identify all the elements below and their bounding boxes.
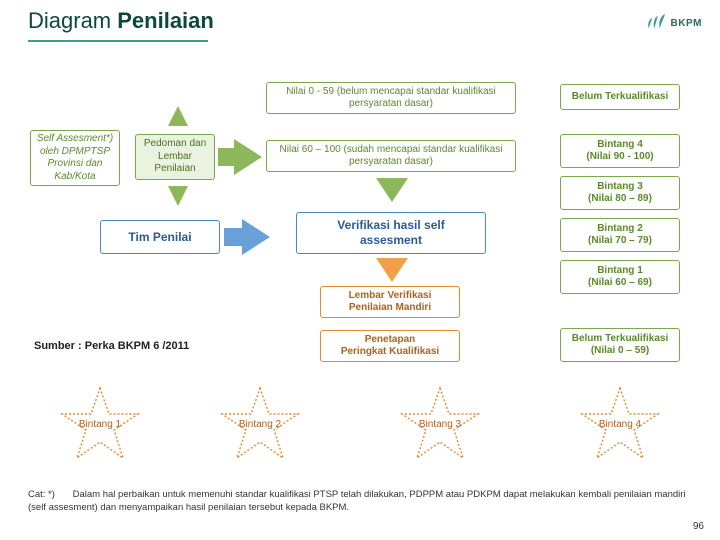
footnote-label: Cat: *)	[28, 489, 70, 501]
box-penetapan: Penetapan Peringkat Kualifikasi	[320, 330, 460, 362]
logo-icon	[645, 12, 667, 34]
box-nilai-0-59: Nilai 0 - 59 (belum mencapai standar kua…	[266, 82, 516, 114]
logo: BKPM	[645, 12, 702, 34]
box-bintang2: Bintang 2 (Nilai 70 – 79)	[560, 218, 680, 252]
box-pedoman: Pedoman dan Lembar Penilaian	[135, 134, 215, 180]
title-bold: Penilaian	[117, 8, 214, 33]
star-bintang4: Bintang 4	[580, 386, 660, 462]
box-belum-terkualifikasi: Belum Terkualifikasi	[560, 84, 680, 110]
box-bintang1: Bintang 1 (Nilai 60 – 69)	[560, 260, 680, 294]
box-belum-terkualifikasi-2: Belum Terkualifikasi (Nilai 0 – 59)	[560, 328, 680, 362]
box-bintang4: Bintang 4 (Nilai 90 - 100)	[560, 134, 680, 168]
arrow-down-icon	[168, 186, 188, 206]
arrow-right-icon	[242, 219, 270, 255]
box-lembar-verif: Lembar Verifikasi Penilaian Mandiri	[320, 286, 460, 318]
star-bintang3: Bintang 3	[400, 386, 480, 462]
box-tim-penilai: Tim Penilai	[100, 220, 220, 254]
page-title: Diagram Penilaian	[28, 8, 214, 34]
arrow-down-icon	[376, 258, 408, 282]
box-nilai-60-100: Nilai 60 – 100 (sudah mencapai standar k…	[266, 140, 516, 172]
page-number: 96	[693, 521, 704, 532]
arrow-right-icon	[234, 139, 262, 175]
title-underline	[28, 40, 208, 42]
arrow-up-icon	[168, 106, 188, 126]
logo-text: BKPM	[671, 18, 702, 29]
box-verifikasi: Verifikasi hasil self assesment	[296, 212, 486, 254]
footnote: Cat: *) Dalam hal perbaikan untuk memenu…	[28, 489, 692, 514]
star-bintang1: Bintang 1	[60, 386, 140, 462]
arrow-down-icon	[376, 178, 408, 202]
title-prefix: Diagram	[28, 8, 117, 33]
box-bintang3: Bintang 3 (Nilai 80 – 89)	[560, 176, 680, 210]
source-text: Sumber : Perka BKPM 6 /2011	[34, 340, 189, 352]
star-bintang2: Bintang 2	[220, 386, 300, 462]
box-self-assesment: Self Assesment*) oleh DPMPTSP Provinsi d…	[30, 130, 120, 186]
footnote-text: Dalam hal perbaikan untuk memenuhi stand…	[28, 489, 686, 512]
